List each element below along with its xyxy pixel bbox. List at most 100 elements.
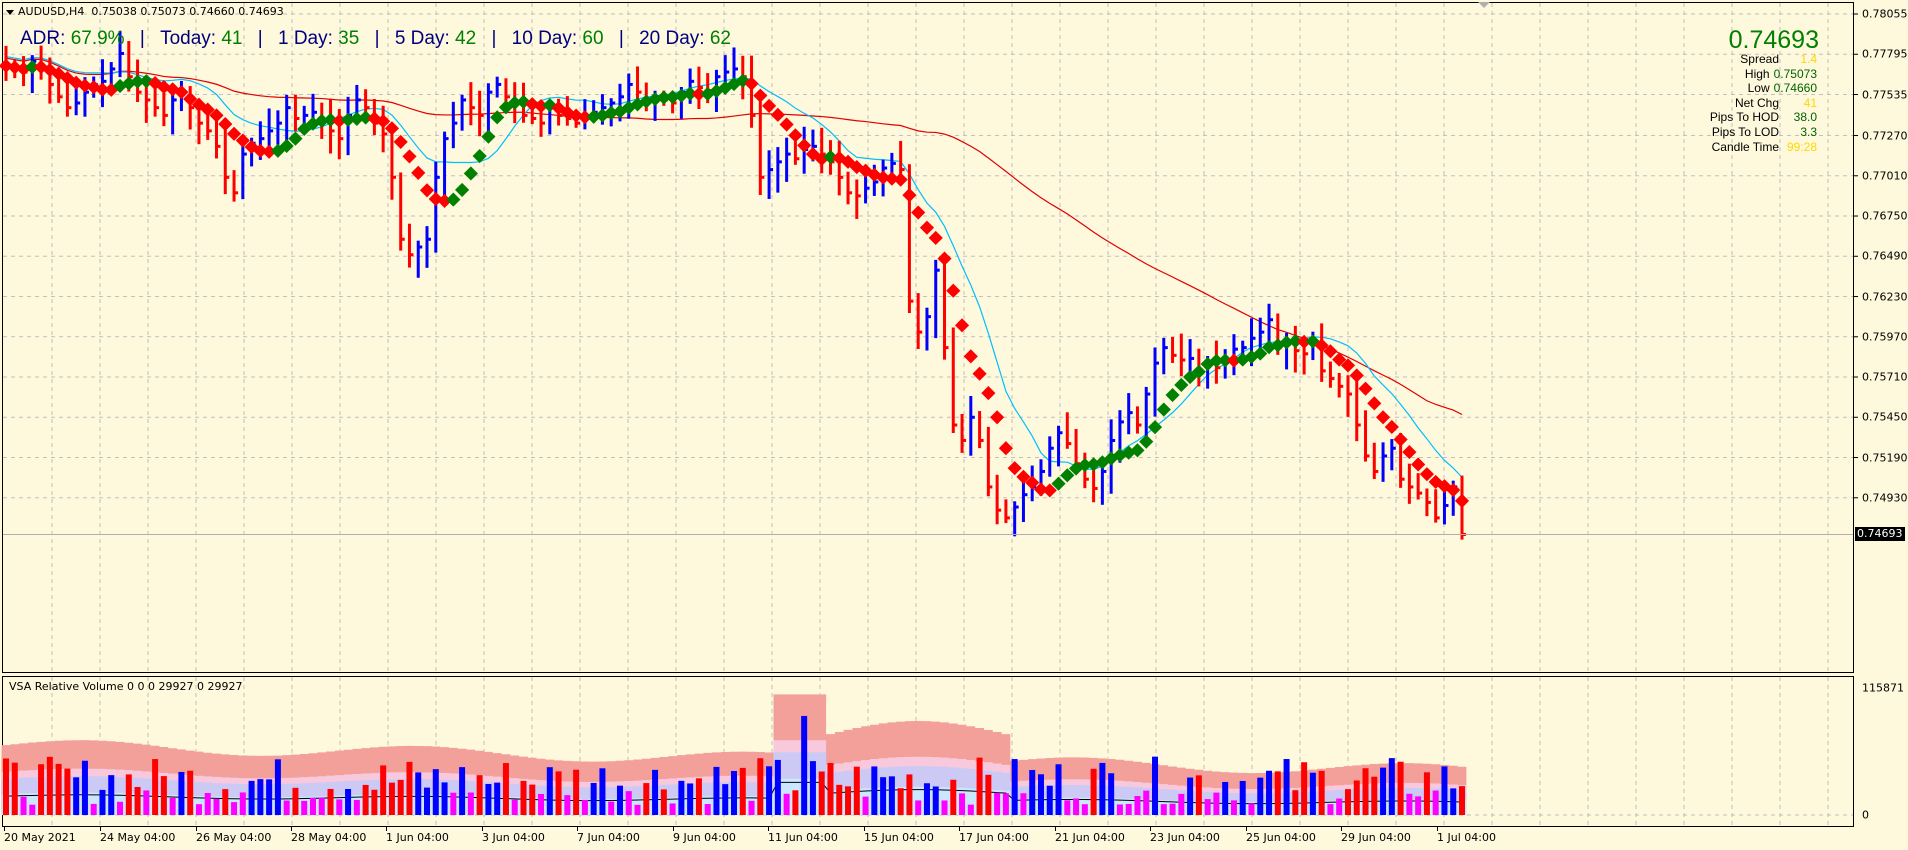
volume-bar bbox=[1239, 780, 1246, 815]
volume-bar bbox=[1274, 771, 1281, 815]
time-axis-tick bbox=[1150, 826, 1151, 831]
trend-dot bbox=[919, 220, 935, 235]
volume-bar bbox=[1380, 767, 1387, 815]
trend-dot bbox=[1340, 358, 1356, 373]
separator: | bbox=[374, 28, 380, 49]
price-axis-label: 0.75970 bbox=[1862, 330, 1908, 344]
trend-dot bbox=[437, 193, 452, 209]
time-axis-tick bbox=[1246, 826, 1247, 831]
time-axis-label: 3 Jun 04:00 bbox=[482, 831, 545, 844]
today-label: Today: bbox=[160, 28, 217, 49]
dropdown-triangle-icon[interactable] bbox=[6, 9, 14, 15]
chart-shift-marker-icon[interactable] bbox=[1478, 2, 1490, 8]
volume-bar bbox=[722, 784, 729, 815]
trend-dot bbox=[1226, 353, 1242, 368]
trend-dot bbox=[753, 88, 768, 103]
volume-scale-max: 115871 bbox=[1862, 681, 1904, 695]
trend-dot bbox=[1077, 457, 1092, 473]
trend-dot bbox=[665, 89, 680, 105]
volume-bar bbox=[1222, 781, 1229, 815]
time-axis-tick bbox=[1437, 826, 1438, 831]
trend-dot bbox=[946, 283, 961, 298]
trend-dot bbox=[472, 148, 487, 164]
volume-bar bbox=[871, 766, 878, 815]
volume-bar bbox=[1318, 770, 1325, 815]
time-axis-tick bbox=[291, 826, 292, 831]
volume-bar bbox=[371, 789, 378, 815]
volume-bar bbox=[731, 771, 737, 815]
volume-bar bbox=[599, 768, 606, 815]
volume-bar bbox=[994, 792, 1001, 815]
trend-dot bbox=[332, 113, 347, 128]
volume-bar bbox=[1301, 762, 1308, 815]
trend-dot bbox=[762, 98, 777, 113]
volume-bar bbox=[380, 765, 387, 815]
volume-bar bbox=[152, 759, 159, 815]
trend-dot bbox=[446, 192, 461, 207]
trend-dot bbox=[226, 126, 242, 141]
volume-bar bbox=[564, 795, 571, 815]
volume-bar bbox=[1002, 793, 1009, 815]
info-value: 38.0 bbox=[1793, 110, 1817, 125]
volume-bar bbox=[1081, 804, 1088, 815]
trend-dot bbox=[1314, 338, 1329, 353]
one-day-label: 1 Day: bbox=[277, 28, 333, 49]
volume-bar bbox=[643, 783, 650, 815]
separator: | bbox=[257, 28, 263, 49]
trend-dot bbox=[463, 166, 478, 181]
volume-bar bbox=[345, 789, 352, 815]
info-value: 99:28 bbox=[1786, 139, 1817, 154]
price-axis-label: 0.76750 bbox=[1862, 209, 1908, 223]
price-axis-label: 0.75190 bbox=[1862, 451, 1908, 465]
time-axis-label: 24 May 04:00 bbox=[100, 831, 176, 844]
trend-dot bbox=[1279, 335, 1294, 350]
volume-bar bbox=[1178, 793, 1185, 815]
trend-dot bbox=[1007, 461, 1022, 476]
info-value: 0.74660 bbox=[1773, 81, 1817, 96]
time-axis-tick bbox=[386, 826, 387, 831]
volume-bar bbox=[590, 782, 597, 815]
trend-dot bbox=[1393, 432, 1408, 447]
trend-dot bbox=[902, 188, 917, 203]
price-axis-label: 0.76490 bbox=[1862, 249, 1908, 263]
volume-bar bbox=[178, 771, 185, 815]
volume-bar bbox=[941, 800, 948, 815]
volume-bar bbox=[660, 789, 667, 815]
trend-dot bbox=[1156, 402, 1171, 417]
trend-dot bbox=[1051, 476, 1066, 491]
time-axis-tick bbox=[1055, 826, 1056, 831]
trend-dot bbox=[981, 386, 996, 401]
time-axis-label: 21 Jun 04:00 bbox=[1055, 831, 1125, 844]
volume-bar bbox=[55, 763, 62, 815]
volume-bar bbox=[46, 756, 53, 815]
volume-bar bbox=[1108, 773, 1115, 815]
trend-dot bbox=[1332, 352, 1347, 367]
volume-bar bbox=[687, 783, 694, 815]
info-row: Candle Time 99:28 bbox=[1710, 140, 1817, 155]
trend-dot bbox=[1209, 353, 1224, 368]
price-axis-label: 0.77795 bbox=[1862, 47, 1908, 61]
time-axis-label: 29 Jun 04:00 bbox=[1341, 831, 1411, 844]
trend-dot bbox=[288, 131, 303, 146]
volume-bar bbox=[827, 762, 834, 815]
volume-bar bbox=[669, 803, 676, 815]
volume-bar bbox=[1459, 786, 1465, 815]
volume-bar bbox=[985, 774, 992, 815]
volume-bar bbox=[20, 796, 27, 815]
price-axis-label: 0.77270 bbox=[1862, 129, 1908, 143]
volume-bar bbox=[836, 784, 843, 815]
separator: | bbox=[618, 28, 624, 49]
volume-bar bbox=[959, 793, 966, 815]
trend-dot bbox=[954, 318, 970, 333]
volume-bar bbox=[546, 767, 553, 815]
trend-dot bbox=[455, 182, 470, 197]
trend-dot bbox=[341, 112, 356, 127]
volume-bar bbox=[862, 796, 869, 815]
volume-bar bbox=[1397, 761, 1404, 815]
price-axis-label: 0.76230 bbox=[1862, 290, 1908, 304]
volume-bar bbox=[274, 759, 281, 815]
volume-bar bbox=[1125, 803, 1132, 815]
volume-bar bbox=[257, 779, 264, 815]
volume-bar bbox=[362, 784, 369, 815]
info-row: High 0.75073 bbox=[1710, 67, 1817, 82]
